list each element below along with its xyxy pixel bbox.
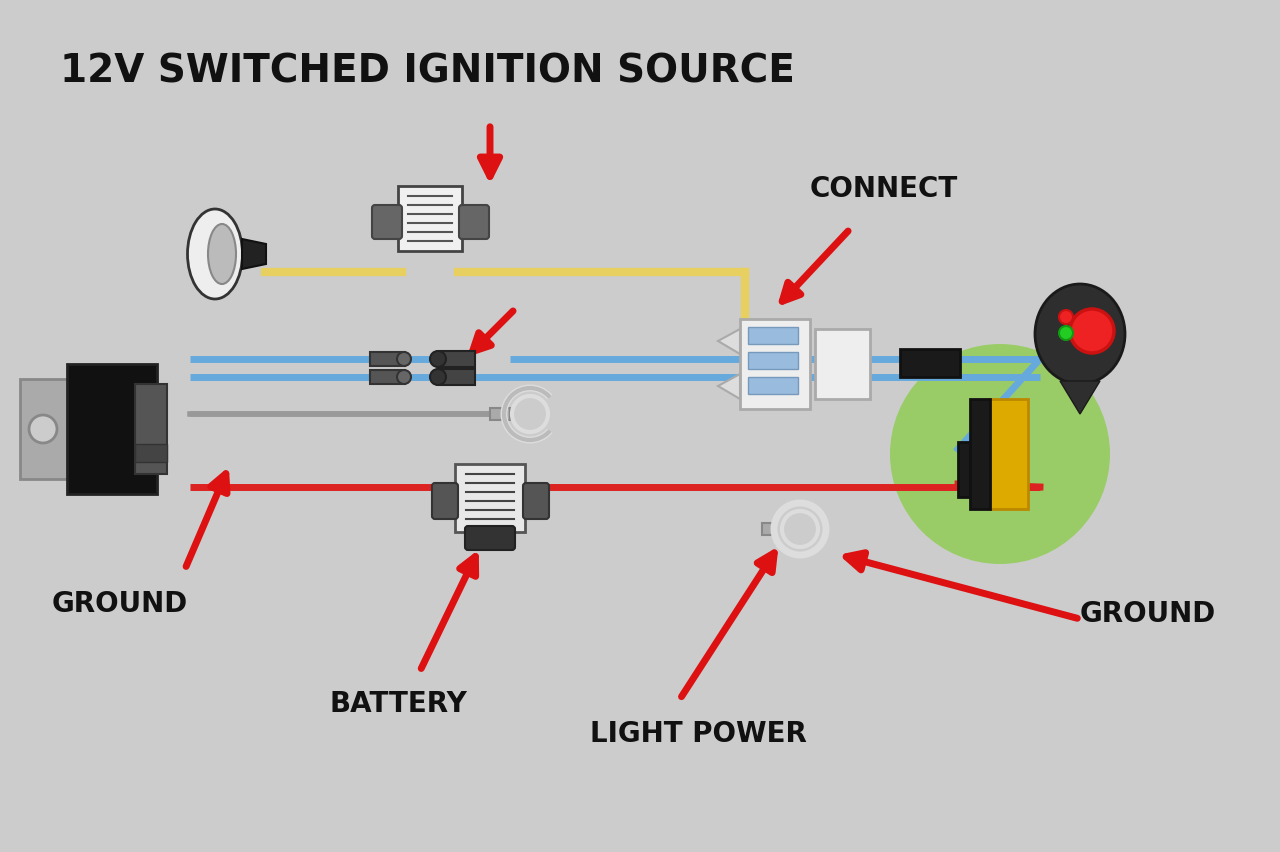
Bar xyxy=(20,379,68,480)
Bar xyxy=(740,320,810,410)
Ellipse shape xyxy=(187,210,242,300)
FancyBboxPatch shape xyxy=(465,527,515,550)
Text: GROUND: GROUND xyxy=(1080,599,1216,627)
Circle shape xyxy=(1059,311,1073,325)
Circle shape xyxy=(29,416,58,444)
Bar xyxy=(748,353,797,370)
Circle shape xyxy=(1070,309,1114,354)
Circle shape xyxy=(397,371,411,384)
Text: LIGHT POWER: LIGHT POWER xyxy=(590,719,806,747)
Text: CONNECT: CONNECT xyxy=(810,175,959,203)
Polygon shape xyxy=(242,239,266,270)
Bar xyxy=(398,187,462,251)
Bar xyxy=(454,464,525,532)
Bar xyxy=(988,400,1028,509)
Circle shape xyxy=(430,352,445,367)
Bar xyxy=(970,400,989,509)
FancyBboxPatch shape xyxy=(433,483,458,520)
Circle shape xyxy=(774,504,826,556)
Circle shape xyxy=(430,370,445,386)
Polygon shape xyxy=(718,375,740,400)
Text: GROUND: GROUND xyxy=(52,590,188,618)
Bar xyxy=(134,445,166,463)
Circle shape xyxy=(890,344,1110,564)
Text: 12V SWITCHED IGNITION SOURCE: 12V SWITCHED IGNITION SOURCE xyxy=(60,52,795,90)
Bar xyxy=(440,352,475,367)
Polygon shape xyxy=(1060,382,1100,415)
Bar xyxy=(490,408,509,421)
Bar xyxy=(440,370,475,386)
Bar xyxy=(67,365,157,494)
Circle shape xyxy=(790,520,810,539)
Text: BATTERY: BATTERY xyxy=(330,689,468,717)
Polygon shape xyxy=(718,330,740,354)
Circle shape xyxy=(782,511,818,547)
Bar xyxy=(134,384,166,475)
Bar xyxy=(762,523,782,535)
Bar xyxy=(370,371,404,384)
Bar xyxy=(748,328,797,344)
FancyBboxPatch shape xyxy=(524,483,549,520)
Circle shape xyxy=(397,353,411,366)
Ellipse shape xyxy=(1036,285,1125,384)
Bar xyxy=(978,475,989,503)
FancyBboxPatch shape xyxy=(372,206,402,239)
Bar xyxy=(748,377,797,394)
Ellipse shape xyxy=(209,225,236,285)
Circle shape xyxy=(1059,326,1073,341)
Bar xyxy=(370,353,404,366)
Bar xyxy=(957,442,980,498)
Bar xyxy=(900,349,960,377)
FancyBboxPatch shape xyxy=(460,206,489,239)
Bar xyxy=(815,330,870,400)
Circle shape xyxy=(512,396,548,433)
